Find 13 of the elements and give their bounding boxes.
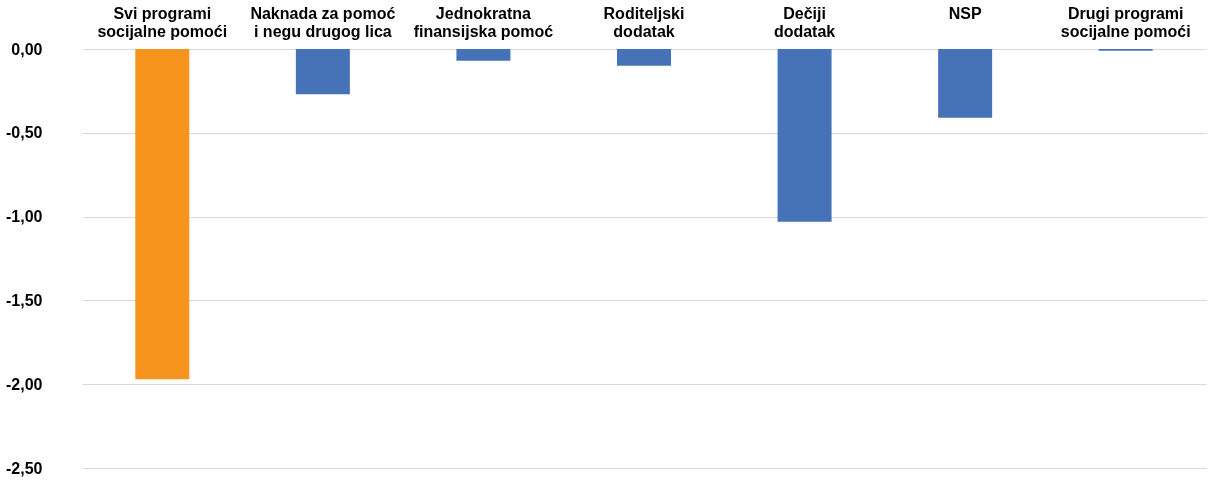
- y-tick-label: -2,00: [6, 375, 43, 393]
- y-tick-label: -2,50: [6, 459, 43, 477]
- y-tick-label: -0,50: [6, 124, 43, 142]
- y-tick-label: 0,00: [11, 40, 43, 58]
- x-tick-label: Naknada za pomoć i negu drugog lica: [250, 4, 396, 40]
- x-tick-label: Svi programi socijalne pomoći: [97, 4, 228, 40]
- y-tick-label: -1,00: [6, 208, 43, 226]
- x-tick-label: Jednokratna finansijska pomoć: [413, 4, 554, 40]
- x-tick-label: Roditeljski dodatak: [603, 4, 685, 40]
- y-tick-label: -1,50: [6, 291, 43, 309]
- x-tick-label: Dečiji dodatak: [773, 4, 836, 40]
- x-tick-label: Drugi programi socijalne pomoći: [1060, 4, 1191, 40]
- x-tick-label: NSP: [948, 4, 982, 22]
